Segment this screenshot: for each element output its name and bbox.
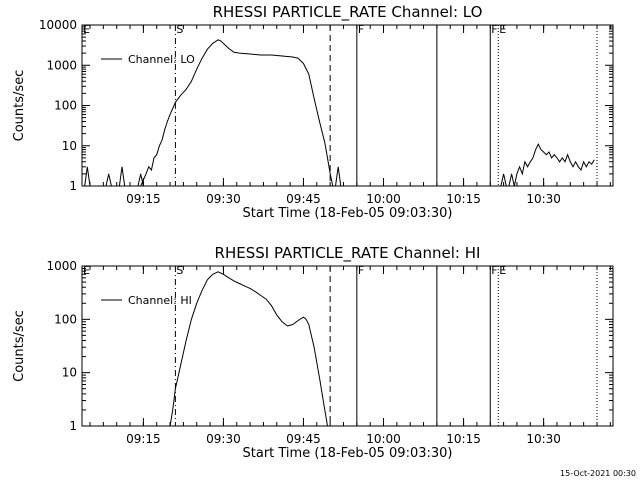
- event-marker-label: E: [83, 23, 90, 36]
- legend-label: Channel: HI: [128, 294, 192, 307]
- series-line: [169, 271, 328, 427]
- legend-label: Channel: LO: [128, 53, 195, 66]
- event-marker-label: E: [499, 264, 506, 277]
- event-marker-label: F: [491, 264, 497, 277]
- x-tick-label: 10:30: [526, 432, 561, 446]
- series-line: [500, 173, 507, 187]
- x-tick-label: 10:00: [366, 192, 401, 206]
- event-marker-label: F: [358, 23, 364, 36]
- series-line: [137, 173, 144, 187]
- x-tick-label: 09:15: [126, 192, 161, 206]
- footer-timestamp: 15-Oct-2021 00:30: [560, 469, 636, 478]
- x-tick-label: 10:30: [526, 192, 561, 206]
- x-tick-label: 10:00: [366, 432, 401, 446]
- event-marker-label: S: [176, 23, 183, 36]
- x-axis-label: Start Time (18-Feb-05 09:03:30): [243, 446, 453, 461]
- y-tick-label: 1000: [46, 58, 77, 72]
- panel-2: RHESSI PARTICLE_RATE Channel: HI 09:15 09:…: [12, 244, 614, 461]
- series-line: [84, 166, 91, 187]
- y-axis-label: Counts/sec: [12, 310, 27, 382]
- y-tick-label: 1: [69, 419, 77, 433]
- chart-title: RHESSI PARTICLE_RATE Channel: HI: [215, 244, 481, 263]
- x-tick-label: 09:15: [126, 432, 161, 446]
- x-tick-label: 09:30: [206, 432, 241, 446]
- event-marker-label: E: [83, 264, 90, 277]
- x-tick-label: 10:15: [446, 192, 481, 206]
- y-tick-label: 10000: [39, 18, 77, 32]
- series-line: [140, 39, 334, 187]
- series-line: [508, 173, 515, 187]
- x-tick-label: 09:30: [206, 192, 241, 206]
- event-marker-label: E: [499, 23, 506, 36]
- series-line: [105, 173, 112, 187]
- plot-frame: [81, 24, 614, 187]
- y-tick-label: 100: [54, 312, 77, 326]
- y-axis-label: Counts/sec: [12, 70, 27, 142]
- x-tick-label: 10:15: [446, 432, 481, 446]
- y-tick-label: 100: [54, 99, 77, 113]
- x-tick-label: 09:45: [286, 432, 321, 446]
- series-line: [335, 166, 342, 187]
- x-axis-label: Start Time (18-Feb-05 09:03:30): [243, 206, 453, 221]
- chart-title: RHESSI PARTICLE_RATE Channel: LO: [213, 3, 483, 22]
- x-tick-label: 09:45: [286, 192, 321, 206]
- series-line: [513, 142, 595, 187]
- y-tick-label: 1: [69, 179, 77, 193]
- y-tick-label: 10: [62, 366, 77, 380]
- series-line: [118, 166, 126, 187]
- y-tick-label: 10: [62, 139, 77, 153]
- event-marker-label: F: [358, 264, 364, 277]
- event-marker-label: S: [176, 264, 183, 277]
- event-marker-label: F: [491, 23, 497, 36]
- panel-1: RHESSI PARTICLE_RATE Channel: LO 09:15 09:…: [12, 3, 614, 221]
- plot-frame: [81, 265, 614, 427]
- y-tick-label: 1000: [46, 259, 77, 273]
